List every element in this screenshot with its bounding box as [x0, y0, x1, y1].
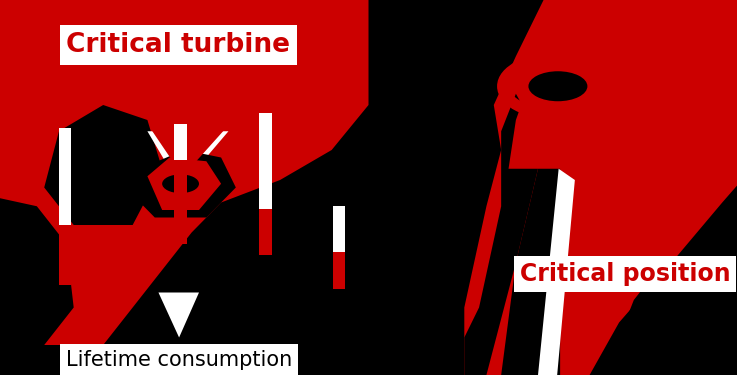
- Polygon shape: [44, 105, 162, 225]
- Text: Critical position: Critical position: [520, 262, 730, 286]
- Bar: [259, 112, 271, 209]
- Bar: [174, 124, 186, 160]
- Polygon shape: [590, 169, 737, 375]
- Polygon shape: [0, 195, 74, 345]
- Bar: [259, 209, 271, 255]
- Bar: [332, 206, 345, 252]
- Polygon shape: [151, 129, 225, 176]
- Polygon shape: [538, 169, 575, 375]
- Bar: [332, 252, 345, 289]
- Polygon shape: [147, 158, 221, 210]
- Bar: [174, 160, 186, 244]
- Polygon shape: [464, 0, 737, 375]
- Bar: [58, 225, 71, 285]
- Text: Lifetime consumption: Lifetime consumption: [66, 350, 292, 370]
- Polygon shape: [501, 169, 560, 375]
- Bar: [58, 128, 71, 225]
- Polygon shape: [0, 0, 368, 345]
- Polygon shape: [464, 94, 538, 375]
- Polygon shape: [158, 292, 199, 338]
- Text: Critical turbine: Critical turbine: [66, 32, 290, 58]
- Polygon shape: [509, 38, 556, 169]
- Circle shape: [162, 174, 199, 193]
- Circle shape: [528, 71, 587, 101]
- Polygon shape: [604, 232, 737, 375]
- Polygon shape: [147, 131, 228, 188]
- Polygon shape: [133, 150, 236, 217]
